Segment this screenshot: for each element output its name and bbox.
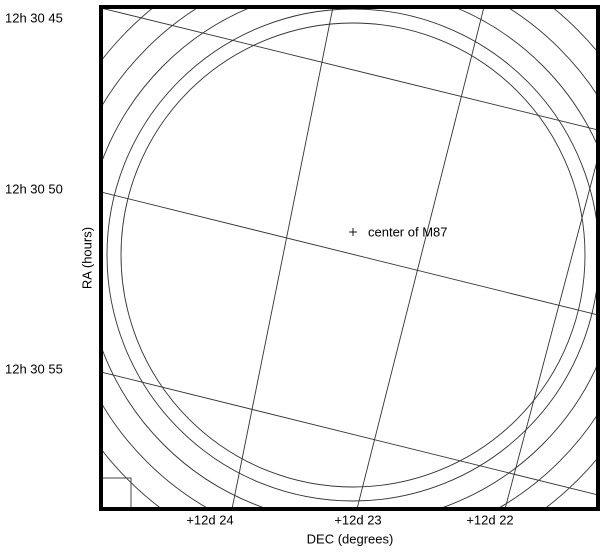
y-tick-label: 12h 30 45: [5, 10, 63, 25]
x-tick-label: +12d 22: [466, 512, 513, 527]
y-axis-label: RA (hours): [79, 227, 94, 289]
x-tick-label: +12d 23: [334, 512, 381, 527]
ra-grid-line: [101, 371, 598, 496]
circle: [101, 7, 598, 509]
x-axis-label: DEC (degrees): [307, 531, 394, 546]
corner-box: [101, 477, 132, 509]
dec-grid-line: [231, 7, 334, 509]
ra-grid-line: [101, 191, 598, 316]
frame: [99, 5, 600, 511]
coordinate-grid: [101, 7, 598, 509]
y-tick-label: 12h 30 55: [5, 361, 63, 376]
circle: [120, 22, 586, 488]
circle: [106, 8, 598, 502]
y-tick-label: 12h 30 50: [5, 181, 63, 196]
dec-grid-line: [356, 7, 485, 509]
ra-grid-line: [101, 7, 598, 131]
x-tick-label: +12d 24: [186, 512, 233, 527]
dec-grid-line: [504, 155, 598, 509]
annotation: center of M87: [368, 224, 448, 239]
